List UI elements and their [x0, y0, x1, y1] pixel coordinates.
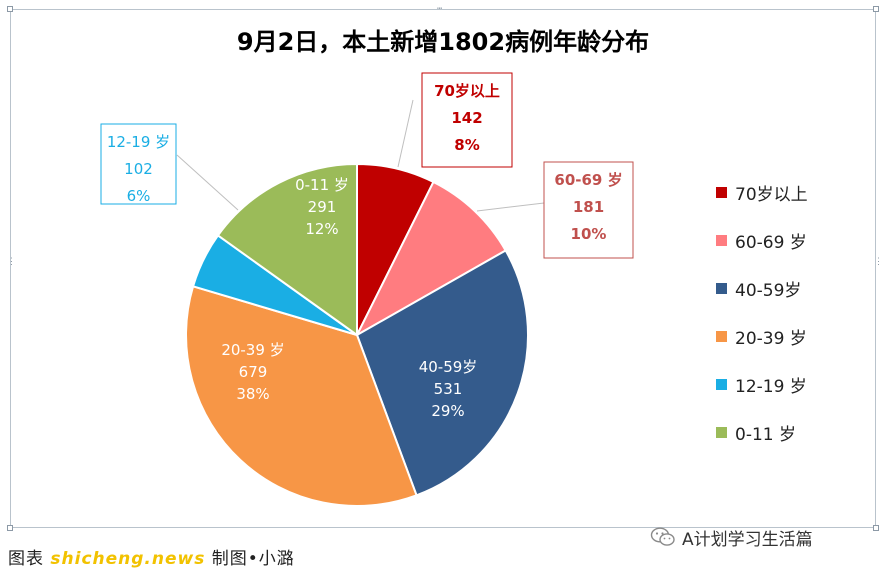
data-label-4-category: 12-19 岁 — [107, 133, 170, 151]
data-label-1-percent: 10% — [571, 225, 607, 243]
data-label-5-category: 0-11 岁 — [295, 176, 349, 194]
data-label-1-value: 181 — [573, 198, 604, 216]
data-label-5-value: 291 — [308, 198, 337, 216]
legend-item-3: 20-39 岁 — [716, 324, 807, 349]
data-label-box-1[interactable] — [543, 161, 634, 259]
data-label-4-percent: 6% — [127, 187, 151, 205]
wechat-icon — [650, 527, 675, 546]
legend-item-1: 60-69 岁 — [716, 228, 807, 253]
legend-label-4: 12-19 岁 — [735, 376, 807, 397]
footer-brand: shicheng.news — [50, 549, 206, 569]
legend-label-5: 0-11 岁 — [735, 424, 796, 445]
data-label-4-value: 102 — [124, 160, 153, 178]
resize-handle-bottom-left[interactable] — [7, 525, 13, 531]
data-label-0-percent: 8% — [454, 136, 479, 154]
pie-slice-1 — [354, 180, 508, 338]
legend-swatch-1 — [716, 234, 727, 246]
resize-handle-bottom-right[interactable] — [873, 525, 879, 531]
resize-handle-left[interactable]: ⋮ — [7, 257, 16, 267]
chart-title: 9月2日，本土新增1802病例年龄分布 — [236, 28, 650, 56]
data-label-box-4[interactable] — [100, 123, 177, 205]
legend-item-2: 40-59岁 — [716, 276, 802, 301]
resize-handle-top[interactable]: ⋯ — [437, 4, 443, 14]
footer-credit: 图表 shicheng.news 制图•小潞 — [8, 544, 295, 569]
footer-credit-prefix: 图表 — [8, 549, 44, 569]
pie-slice-5 — [216, 162, 358, 337]
legend-swatch-3 — [716, 330, 727, 342]
resize-handle-top-right[interactable] — [873, 6, 879, 12]
legend-item-4: 12-19 岁 — [716, 372, 807, 397]
pie-slice-3 — [185, 285, 418, 507]
legend-label-3: 20-39 岁 — [735, 328, 807, 349]
data-label-1-category: 60-69 岁 — [554, 171, 622, 189]
resize-handle-right[interactable]: ⋮ — [874, 257, 883, 267]
legend-label-2: 40-59岁 — [735, 280, 802, 301]
data-label-2-value: 531 — [434, 380, 463, 398]
data-label-0-category: 70岁以上 — [434, 82, 500, 100]
leader-line-4 — [176, 154, 239, 211]
legend-swatch-4 — [716, 378, 727, 390]
data-label-2-percent: 29% — [431, 402, 464, 420]
footer-credit-suffix: 制图•小潞 — [211, 549, 295, 569]
data-label-0-value: 142 — [451, 109, 482, 127]
legend-item-0: 70岁以上 — [716, 180, 808, 205]
legend-swatch-2 — [716, 282, 727, 294]
footer-account-name: A计划学习生活篇 — [682, 529, 813, 550]
data-label-5-percent: 12% — [305, 220, 338, 238]
footer-account: A计划学习生活篇 — [650, 526, 813, 550]
leader-line-0 — [397, 99, 414, 168]
legend-swatch-0 — [716, 186, 727, 198]
legend-label-0: 70岁以上 — [735, 184, 808, 205]
leader-line-1 — [476, 202, 545, 212]
data-label-2-category: 40-59岁 — [419, 358, 478, 376]
data-label-box-0[interactable] — [421, 72, 513, 168]
legend-item-5: 0-11 岁 — [716, 420, 796, 445]
legend-label-1: 60-69 岁 — [735, 232, 807, 253]
legend-swatch-5 — [716, 426, 727, 438]
pie-slice-2 — [355, 249, 529, 497]
data-label-3-category: 20-39 岁 — [221, 341, 284, 359]
data-label-3-value: 679 — [239, 363, 268, 381]
resize-handle-top-left[interactable] — [7, 6, 13, 12]
data-label-3-percent: 38% — [236, 385, 269, 403]
